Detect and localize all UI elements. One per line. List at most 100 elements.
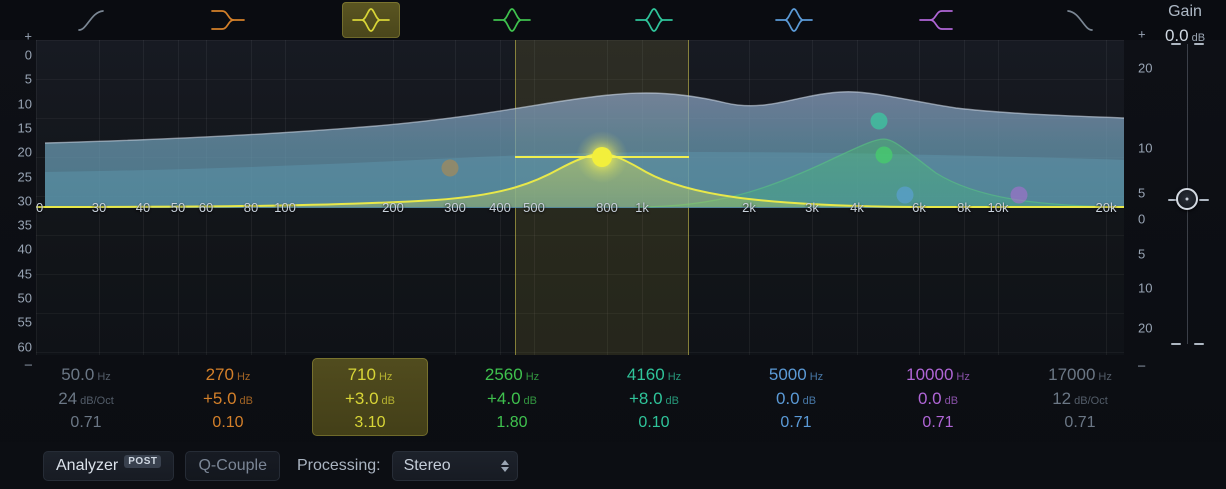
band-5-params: 4160 Hz +8.0 dB 0.10 (596, 358, 712, 436)
right-axis-tick-6-20: 20 (1138, 320, 1153, 336)
freq-tick-2k: 2k (742, 200, 756, 215)
processing-label: Processing: (296, 456, 381, 474)
eq-db-axis-right: +20 10 5 0 5 10 20 – (1124, 20, 1184, 373)
band-3-gain[interactable]: +3.0 dB (344, 389, 396, 408)
analyzer-mode-badge[interactable]: POST (124, 455, 162, 468)
band-4-curve-line (635, 138, 1124, 208)
left-axis-tick-15: 15 (17, 120, 32, 136)
band-8-q[interactable]: 0.71 (1064, 414, 1096, 431)
band-parameter-rows: 50.0 Hz 24 dB/Oct 0.71 270 Hz +5.0 dB 0.10 710 Hz +3… (0, 358, 1226, 442)
band-5-q[interactable]: 0.10 (638, 414, 670, 431)
gridline-h-1 (36, 79, 1124, 80)
right-axis-tick-2-5: 5 (1138, 185, 1146, 201)
left-axis-minus: – (24, 356, 32, 372)
band-2-gain[interactable]: +5.0 dB (202, 389, 254, 408)
band-4-handle[interactable] (875, 146, 893, 164)
band-4-q[interactable]: 1.80 (496, 414, 528, 431)
band-type-icon-2-low-shelf[interactable] (199, 2, 257, 38)
gain-slider-knob[interactable] (1176, 188, 1198, 210)
band-8-gain[interactable]: 12 dB/Oct (1052, 389, 1108, 408)
freq-tick-20k: 20k (1095, 200, 1117, 215)
gain-label: Gain (1168, 3, 1202, 20)
left-axis-tick-20: 20 (17, 144, 32, 160)
band-5-frequency[interactable]: 4160 Hz (626, 365, 682, 384)
band-2-params: 270 Hz +5.0 dB 0.10 (170, 358, 286, 436)
processing-select[interactable]: Stereo (391, 450, 518, 481)
band-1-gain[interactable]: 24 dB/Oct (58, 389, 114, 408)
frequency-axis: 20 30 40 50 60 80 100 200 300 400 500 800 1k 2k 3k 4k 6k… (36, 200, 1124, 224)
freq-tick-500: 500 (523, 200, 545, 215)
gridline-h-7 (36, 313, 1124, 314)
eq-graph[interactable]: 20 30 40 50 60 80 100 200 300 400 500 800 1k 2k 3k 4k 6k… (36, 40, 1124, 355)
band-type-icon-1-high-pass[interactable] (64, 2, 122, 38)
freq-tick-20: 20 (36, 200, 44, 215)
left-axis-tick-40: 40 (17, 241, 32, 257)
band-8-frequency[interactable]: 17000 Hz (1048, 365, 1112, 384)
response-curves (36, 91, 1124, 208)
band-7-handle[interactable] (1010, 186, 1028, 204)
analyzer-label: Analyzer (56, 456, 119, 474)
left-axis-tick-25: 25 (17, 169, 32, 184)
freq-tick-200: 200 (382, 200, 404, 215)
band-1-q[interactable]: 0.71 (70, 414, 102, 431)
gridline-h-8 (36, 352, 1124, 353)
left-axis-tick-30: 30 (17, 193, 32, 209)
band-3-handle[interactable] (592, 147, 612, 167)
band-1-frequency[interactable]: 50.0 Hz (61, 365, 111, 384)
band-type-icon-6-bell[interactable] (765, 2, 823, 38)
band-6-frequency[interactable]: 5000 Hz (768, 365, 824, 384)
right-axis-plus: + (1138, 26, 1146, 42)
band-4-frequency[interactable]: 2560 Hz (484, 365, 540, 384)
band-5-handle[interactable] (870, 112, 888, 130)
band-type-icon-4-bell[interactable] (483, 2, 541, 38)
band-6-q[interactable]: 0.71 (780, 414, 812, 431)
q-couple-button[interactable]: Q-Couple (185, 450, 280, 481)
analyzer-button[interactable]: Analyzer POST (43, 450, 175, 481)
band-3-params: 710 Hz +3.0 dB 3.10 (312, 358, 428, 436)
band-6-gain[interactable]: 0.0 dB (775, 389, 817, 408)
band-5-gain[interactable]: +8.0 dB (628, 389, 680, 408)
band-2-frequency[interactable]: 270 Hz (205, 365, 251, 384)
freq-tick-60: 60 (198, 200, 214, 215)
band-type-icon-8-low-pass[interactable] (1049, 2, 1107, 38)
band-4-gain[interactable]: +4.0 dB (486, 389, 538, 408)
band-6-handle[interactable] (896, 186, 914, 204)
output-gain-readout: Gain 0.0 dB (1144, 0, 1226, 50)
band-7-q[interactable]: 0.71 (922, 414, 954, 431)
band-2-handle[interactable] (441, 159, 459, 177)
left-axis-tick-35: 35 (17, 217, 32, 233)
freq-tick-80: 80 (243, 200, 259, 215)
processing-value: Stereo (403, 456, 451, 474)
band-2-q[interactable]: 0.10 (212, 414, 244, 431)
bottom-toolbar: Analyzer POST Q-Couple Processing: Stere… (0, 442, 1226, 489)
gain-tick-mid-left (1168, 199, 1178, 201)
right-axis-tick-0-20: 20 (1138, 60, 1153, 76)
gain-tick-bottom-left (1171, 343, 1181, 345)
band-8-params: 17000 Hz 12 dB/Oct 0.71 (1022, 358, 1138, 436)
gain-tick-top-left (1171, 43, 1181, 45)
band-1-params: 50.0 Hz 24 dB/Oct 0.71 (28, 358, 144, 436)
gridline-h-0 (36, 40, 1124, 41)
freq-tick-4k: 4k (850, 200, 864, 215)
left-axis-tick-55: 55 (17, 314, 32, 330)
band-4-params: 2560 Hz +4.0 dB 1.80 (454, 358, 570, 436)
gain-value[interactable]: 0.0 dB (1164, 26, 1206, 45)
freq-tick-800: 800 (596, 200, 618, 215)
band-3-curve-fill (36, 154, 1124, 207)
right-axis-minus: – (1138, 357, 1146, 373)
q-couple-label: Q-Couple (198, 456, 267, 474)
band-type-icon-5-bell[interactable] (625, 2, 683, 38)
band-3-frequency[interactable]: 710 Hz (347, 365, 393, 384)
band-type-icon-3-bell[interactable] (342, 2, 400, 38)
right-axis-tick-4-5: 5 (1138, 246, 1146, 262)
band-7-gain[interactable]: 0.0 dB (917, 389, 959, 408)
freq-tick-100: 100 (274, 200, 296, 215)
gridline-v-20 (36, 40, 37, 355)
band-7-frequency[interactable]: 10000 Hz (906, 365, 970, 384)
band-type-icon-7-high-shelf[interactable] (907, 2, 965, 38)
chevron-updown-icon (500, 459, 509, 472)
freq-tick-3k: 3k (805, 200, 819, 215)
band-3-q[interactable]: 3.10 (354, 414, 386, 431)
freq-tick-8k: 8k (957, 200, 971, 215)
